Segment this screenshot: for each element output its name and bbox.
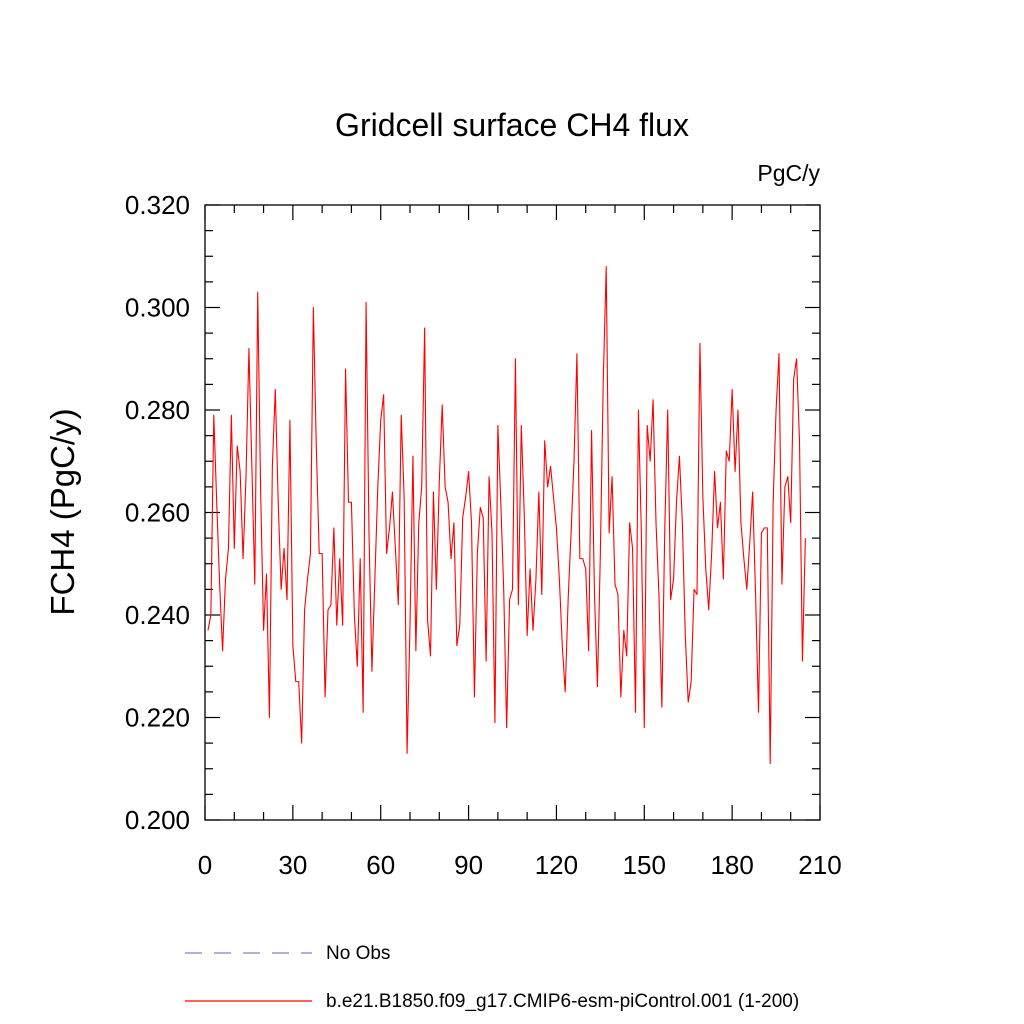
legend-label-series: b.e21.B1850.f09_g17.CMIP6-esm-piControl.… (326, 991, 799, 1012)
x-tick-label: 0 (198, 850, 212, 880)
y-tick-label: 0.260 (125, 498, 190, 528)
x-tick-label: 150 (623, 850, 666, 880)
y-tick-label: 0.240 (125, 600, 190, 630)
x-tick-label: 90 (454, 850, 483, 880)
y-tick-label: 0.300 (125, 293, 190, 323)
y-tick-label: 0.200 (125, 805, 190, 835)
legend-label-no-obs: No Obs (326, 943, 390, 964)
x-tick-label: 60 (366, 850, 395, 880)
legend: No Obs b.e21.B1850.f09_g17.CMIP6-esm-piC… (185, 943, 799, 1012)
axis-ticks (204, 204, 821, 821)
y-tick-label: 0.220 (125, 703, 190, 733)
y-axis-label: FCH4 (PgC/y) (44, 408, 81, 615)
x-tick-label: 180 (710, 850, 753, 880)
x-tick-label: 120 (535, 850, 578, 880)
axis-tick-labels: 0 30 60 90 120 150 180 210 0.200 0.220 0.240 0.260 0… (125, 190, 842, 880)
units-label: PgC/y (757, 160, 820, 186)
x-tick-label: 210 (798, 850, 841, 880)
x-tick-label: 30 (278, 850, 307, 880)
y-tick-label: 0.320 (125, 190, 190, 220)
plot-frame (204, 204, 821, 821)
series-line (207, 265, 806, 765)
chart-title: Gridcell surface CH4 flux (335, 107, 689, 143)
y-tick-label: 0.280 (125, 395, 190, 425)
